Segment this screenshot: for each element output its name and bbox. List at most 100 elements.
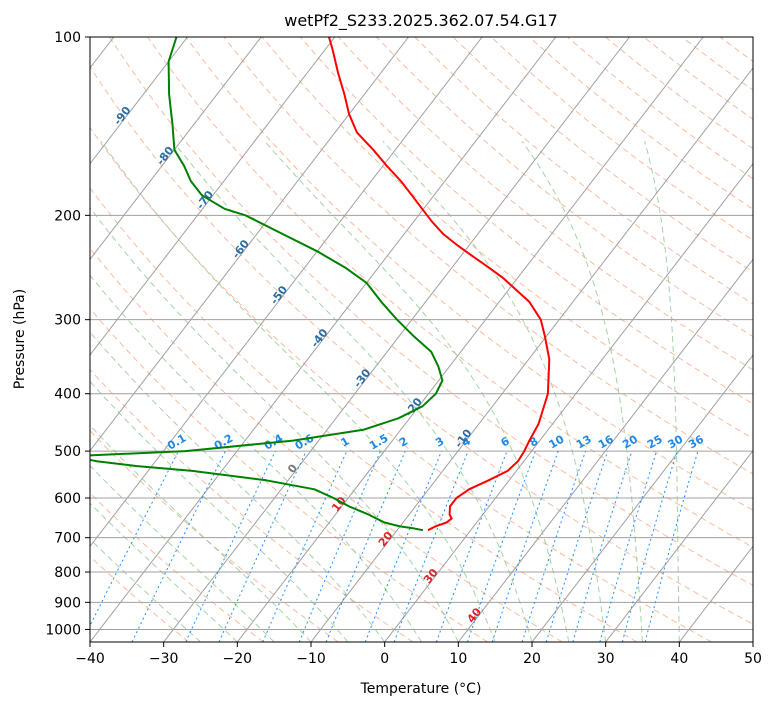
moist-adiabat (644, 141, 680, 642)
dry-adiabat (643, 37, 753, 120)
mixing-ratio-label: 3 (433, 435, 446, 450)
dry-adiabat (414, 37, 753, 305)
isotherm-line (752, 641, 753, 642)
mixing-ratio-label: 16 (596, 432, 616, 451)
moist-adiabat (172, 140, 533, 642)
y-tick-label: 200 (54, 208, 81, 224)
mixing-ratio-label: 2 (397, 435, 410, 450)
isotherm-line (457, 258, 753, 642)
y-tick-label: 500 (54, 444, 81, 460)
isotherm-label: -70 (194, 188, 217, 212)
isotherm-label: -60 (230, 237, 253, 261)
y-tick-label: 400 (54, 387, 81, 403)
mixing-ratio-label: 0.2 (212, 432, 235, 453)
dry-adiabat (90, 247, 563, 642)
warm-isotherm-label: 40 (465, 605, 485, 625)
plot-frame (89, 36, 754, 643)
dry-adiabat (90, 555, 190, 642)
y-tick-label: 100 (54, 30, 81, 46)
x-tick-label: −20 (223, 651, 253, 667)
temperature-profile (328, 37, 551, 532)
warm-isotherm-label: 0 (285, 461, 300, 475)
moist-adiabat (90, 538, 201, 642)
isotherms (90, 37, 753, 642)
dewpoint-profile (90, 37, 444, 532)
warm-isotherm-label: 30 (421, 566, 441, 586)
dry-adiabat (299, 37, 753, 405)
mixing-ratio-line (262, 450, 348, 642)
mixing-ratio-line (364, 450, 442, 642)
mixing-ratio-line (218, 450, 307, 642)
isotherm-line (90, 37, 409, 452)
x-tick-label: −40 (75, 651, 105, 667)
moist-adiabat (90, 464, 275, 642)
dry-adiabat (719, 37, 753, 63)
isotherm-line (163, 37, 630, 642)
mixing-ratio-label: 20 (620, 432, 640, 451)
mixing-ratio-line (572, 450, 633, 642)
isotherm-line (90, 37, 262, 261)
mixing-ratio-label: 1.5 (367, 432, 390, 453)
dry-adiabat (90, 368, 414, 642)
isotherm-label: -10 (452, 426, 475, 450)
isotherm-line (605, 449, 753, 642)
dry-adiabat (185, 37, 753, 511)
mixing-ratio-line (298, 450, 381, 642)
isotherm-label: -30 (351, 366, 374, 390)
isotherm-label: -40 (308, 326, 331, 350)
isotherm-line (678, 545, 753, 642)
dry-adiabat (338, 37, 753, 371)
x-tick-label: 10 (449, 651, 467, 667)
dry-adiabat (90, 126, 712, 642)
mixing-ratio-label: 13 (574, 433, 594, 452)
x-tick-label: 50 (744, 651, 762, 667)
y-tick-label: 300 (54, 313, 81, 329)
isotherm-label: -100 (61, 67, 88, 97)
x-axis: −40 −30 −20 −10 0 10 20 30 40 50 (75, 642, 762, 667)
dry-adiabat (528, 37, 753, 210)
y-tick-label: 800 (54, 565, 81, 581)
mixing-ratio-label: 6 (499, 434, 512, 449)
mixing-ratio-label: 0.6 (293, 431, 317, 452)
plot-contents: 0.1 0.2 0.4 0.6 1 1.5 2 3 4 6 8 10 13 16 20 25 30 36-100-… (61, 37, 775, 642)
dry-adiabat (90, 307, 488, 642)
mixing-ratio-line (621, 450, 678, 642)
dry-adiabats (90, 37, 775, 642)
x-tick-label: 30 (597, 651, 615, 667)
mixing-ratio-line (467, 450, 536, 642)
mixing-ratio-line (131, 450, 226, 642)
y-tick-label: 700 (54, 531, 81, 547)
isotherm-line (90, 37, 188, 165)
chart-title: wetPf2_S233.2025.362.07.54.G17 (284, 11, 558, 31)
y-tick-label: 900 (54, 595, 81, 611)
moist-adiabat (521, 141, 643, 642)
x-tick-label: 0 (380, 651, 389, 667)
dry-adiabat (567, 37, 753, 180)
isotherm-line (90, 37, 483, 548)
mixing-ratio-label: 36 (686, 432, 706, 451)
dry-adiabat (376, 37, 753, 338)
x-tick-label: 20 (523, 651, 541, 667)
x-tick-label: −30 (149, 651, 179, 667)
y-tick-label: 1000 (45, 622, 81, 638)
mixing-ratio-line (599, 450, 658, 642)
mixing-ratio-line (325, 450, 406, 642)
dry-adiabat (147, 37, 753, 548)
y-axis-title: Pressure (hPa) (12, 289, 28, 389)
mixing-ratio-line (491, 450, 559, 642)
moist-adiabat (90, 206, 459, 642)
pressure-gridlines (90, 37, 753, 630)
mixing-ratio-lines (90, 450, 699, 642)
isotherm-line (236, 37, 704, 642)
mixing-ratio-line (521, 450, 587, 642)
mixing-ratio-line (644, 450, 699, 642)
isotherm-line (531, 354, 753, 642)
mixing-ratio-label: 10 (547, 432, 567, 451)
isotherm-line (384, 162, 753, 642)
warm-isotherm-label: 20 (376, 529, 396, 549)
mixing-ratio-line (545, 450, 609, 642)
dry-adiabat (90, 187, 638, 642)
y-axis: 100 200 300 400 500 600 700 800 900 1000 (45, 30, 90, 638)
dry-adiabat (758, 37, 775, 642)
